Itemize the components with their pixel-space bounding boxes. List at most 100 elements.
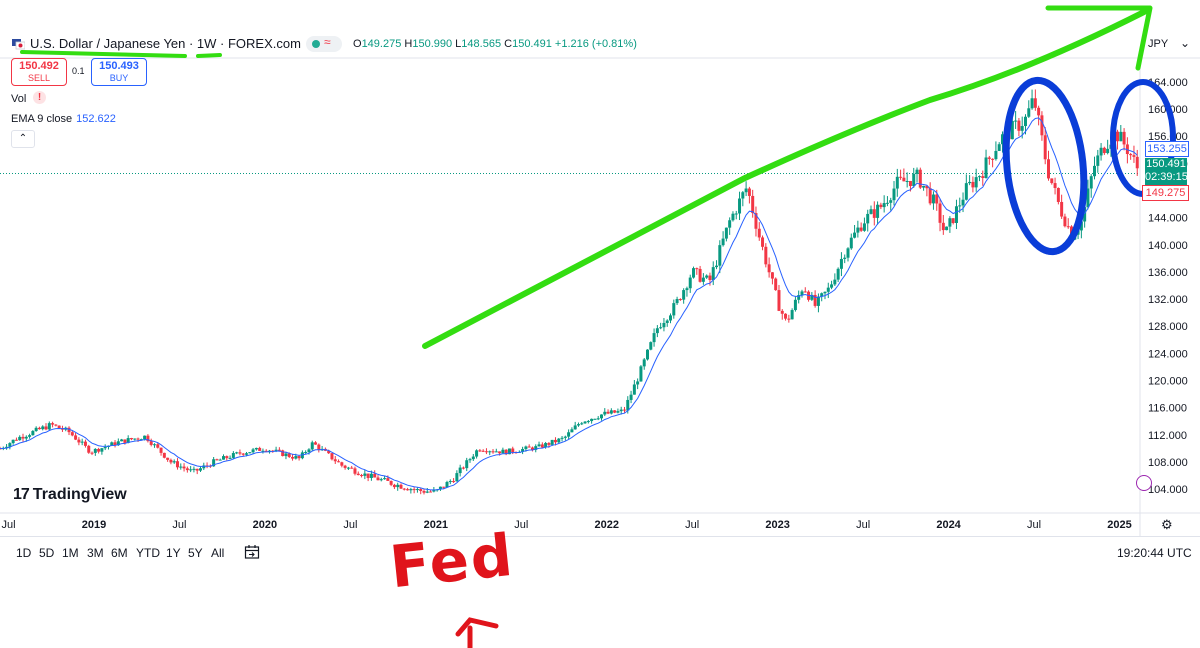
candle-body [678, 299, 682, 301]
x-tick-label: Jul [343, 519, 357, 531]
symbol-title[interactable]: U.S. Dollar / Japanese Yen · 1W · FOREX.… [30, 36, 301, 51]
ohlc-high-label: H [404, 38, 413, 50]
candle-body [366, 473, 370, 478]
candle-body [504, 449, 508, 455]
range-5d-button[interactable]: 5D [39, 546, 55, 560]
candle-body [747, 188, 751, 196]
candle-body [277, 449, 281, 451]
candle-body [892, 188, 896, 201]
candle-body [708, 275, 712, 281]
candle-body [383, 478, 387, 480]
candle-body [606, 411, 610, 414]
range-1y-button[interactable]: 1Y [166, 546, 181, 560]
candle-body [419, 489, 423, 491]
candle-body [961, 199, 965, 206]
candle-body [1083, 207, 1087, 222]
candle-body [550, 439, 554, 445]
candle-body [655, 328, 659, 334]
candle-body [189, 469, 193, 471]
candle-body [1122, 131, 1126, 145]
range-1m-button[interactable]: 1M [62, 546, 79, 560]
candle-body [764, 246, 768, 265]
tradingview-logo[interactable]: 17 TradingView [13, 486, 127, 504]
candle-body [599, 414, 603, 419]
range-3m-button[interactable]: 3M [87, 546, 104, 560]
range-1d-button[interactable]: 1D [16, 546, 32, 560]
candle-body [438, 486, 442, 490]
ohlc-high: 150.990 [412, 38, 453, 50]
candle-body [777, 290, 781, 311]
candle-body [1043, 135, 1047, 160]
warning-icon[interactable]: ! [33, 91, 46, 104]
candle-body [925, 185, 929, 189]
y-tick-label: 128.000 [1148, 321, 1188, 333]
candle-body [389, 480, 393, 485]
range-6m-button[interactable]: 6M [111, 546, 128, 560]
market-status-badge[interactable]: ≈ [306, 35, 342, 52]
candle-body [685, 288, 689, 291]
candle-body [37, 427, 41, 430]
x-tick-label: 2025 [1107, 519, 1131, 531]
alert-marker-icon[interactable] [1136, 475, 1152, 491]
candle-body [149, 441, 153, 445]
range-ytd-button[interactable]: YTD [136, 546, 160, 560]
candle-body [780, 310, 784, 314]
candle-body [675, 299, 679, 304]
candle-body [787, 318, 791, 320]
candle-body [70, 432, 74, 436]
candle-body [291, 456, 295, 459]
candle-body [80, 441, 84, 443]
candle-body [622, 409, 626, 411]
candle-body [820, 293, 824, 297]
candle-body [968, 181, 972, 184]
candle-body [166, 457, 170, 460]
candle-body [784, 313, 788, 319]
collapse-legend-button[interactable]: ⌃ [11, 130, 35, 148]
sell-price: 150.492 [19, 60, 59, 72]
candle-body [136, 438, 140, 440]
us-jp-flag-icon [12, 39, 25, 50]
candle-body [1106, 148, 1110, 154]
volume-indicator-label[interactable]: Vol [11, 93, 27, 105]
y-tick-label: 156.000 [1148, 131, 1188, 143]
y-tick-label: 140.000 [1148, 240, 1188, 252]
candle-body [1010, 120, 1014, 140]
candle-body [751, 195, 755, 214]
candle-body [1030, 98, 1034, 109]
candle-body [859, 227, 863, 231]
candle-body [77, 439, 81, 443]
candle-body [120, 439, 124, 442]
candle-body [225, 456, 229, 459]
candle-body [396, 484, 400, 488]
range-all-button[interactable]: All [211, 546, 225, 560]
candle-body [862, 223, 866, 231]
gear-icon[interactable]: ⚙ [1161, 517, 1173, 532]
ema-value: 152.622 [76, 113, 116, 125]
candle-body [639, 366, 643, 382]
candle-body [629, 394, 633, 400]
candle-body [994, 150, 998, 160]
range-5y-button[interactable]: 5Y [188, 546, 203, 560]
candle-body [724, 227, 728, 239]
ohlc-open-label: O [353, 38, 362, 50]
candle-body [468, 459, 472, 461]
candle-body [573, 425, 577, 430]
sell-button[interactable]: 150.492 SELL [11, 58, 67, 86]
candle-body [905, 181, 909, 183]
x-tick-label: Jul [1027, 519, 1041, 531]
ema-indicator-legend[interactable]: EMA 9 close 152.622 [11, 113, 116, 125]
candle-body [356, 473, 360, 476]
calendar-goto-icon[interactable] [244, 544, 260, 560]
utc-clock[interactable]: 19:20:44 UTC [1117, 546, 1192, 560]
candle-body [938, 203, 942, 223]
buy-button[interactable]: 150.493 BUY [91, 58, 147, 86]
candle-body [379, 479, 383, 481]
candle-body [0, 448, 2, 450]
candle-body [491, 451, 495, 453]
y-tick-label: 112.000 [1148, 430, 1187, 442]
candle-body [813, 294, 817, 306]
candle-body [304, 452, 308, 454]
currency-label[interactable]: JPY [1148, 38, 1169, 50]
chevron-down-icon[interactable]: ⌄ [1180, 36, 1191, 50]
candle-body [853, 232, 857, 238]
